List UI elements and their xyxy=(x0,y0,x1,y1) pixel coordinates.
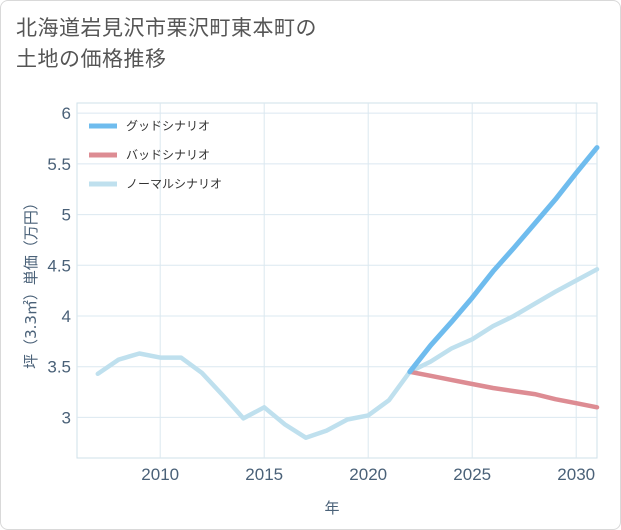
y-tick-label: 5.5 xyxy=(47,155,71,174)
x-tick-label: 2030 xyxy=(557,465,595,484)
y-tick-label: 6 xyxy=(62,104,71,123)
series-line-1 xyxy=(407,145,600,375)
legend-label: グッドシナリオ xyxy=(126,119,210,133)
x-tick-label: 2015 xyxy=(245,465,283,484)
x-tick-label: 2020 xyxy=(349,465,387,484)
y-tick-label: 5 xyxy=(62,206,71,225)
chart-title: 北海道岩見沢市栗沢町東本町の 土地の価格推移 xyxy=(16,13,317,75)
y-tick-label: 4.5 xyxy=(47,256,71,275)
x-tick-label: 2010 xyxy=(141,465,179,484)
legend-label: ノーマルシナリオ xyxy=(126,177,222,191)
series-lines xyxy=(95,145,600,440)
y-tick-label: 3.5 xyxy=(47,358,71,377)
plot-area xyxy=(76,102,598,459)
chart-title-line2: 土地の価格推移 xyxy=(16,47,167,71)
series-line-3 xyxy=(95,267,600,440)
legend-label: バッドシナリオ xyxy=(126,148,210,162)
x-tick-labels: 2010 2015 2020 2025 2030 xyxy=(141,465,595,484)
y-tick-label: 4 xyxy=(62,307,71,326)
chart-title-line1: 北海道岩見沢市栗沢町東本町の xyxy=(16,16,317,40)
x-tick-label: 2025 xyxy=(453,465,491,484)
x-axis-label: 年 xyxy=(324,499,339,517)
series-line-2 xyxy=(407,369,600,410)
y-tick-label: 3 xyxy=(62,408,71,427)
y-tick-labels: 3 3.5 4 4.5 5 5.5 6 xyxy=(47,104,71,427)
y-axis-label: 坪（3.3㎡）単価（万円） xyxy=(22,195,40,369)
